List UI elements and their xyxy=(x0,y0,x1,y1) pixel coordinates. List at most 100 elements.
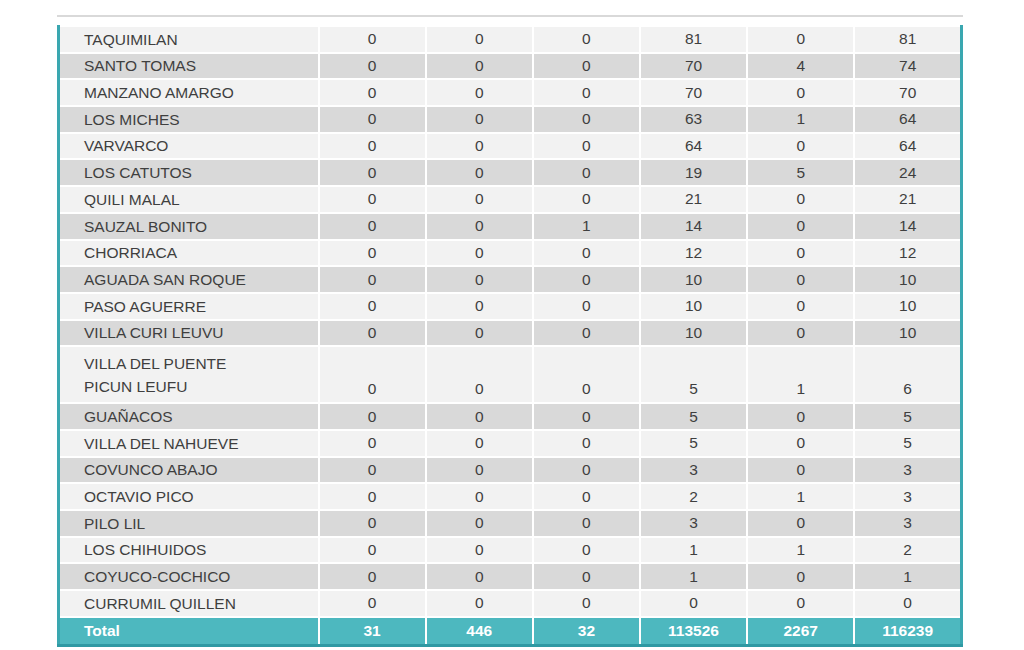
value-cell: 10 xyxy=(640,266,747,293)
value-cell: 0 xyxy=(747,26,854,53)
value-cell: 0 xyxy=(426,510,533,537)
value-cell: 10 xyxy=(854,320,961,347)
locality-name-cell: MANZANO AMARGO xyxy=(59,79,319,106)
value-cell: 0 xyxy=(319,346,426,403)
total-value-cell: 116239 xyxy=(854,617,961,646)
value-cell: 0 xyxy=(747,133,854,160)
table-row: MANZANO AMARGO00070070 xyxy=(59,79,962,106)
locality-name-cell: CURRUMIL QUILLEN xyxy=(59,590,319,617)
locality-name-cell: AGUADA SAN ROQUE xyxy=(59,266,319,293)
value-cell: 0 xyxy=(319,53,426,80)
table-row: GUAÑACOS000505 xyxy=(59,403,962,430)
locality-name-cell: GUAÑACOS xyxy=(59,403,319,430)
total-label-cell: Total xyxy=(59,617,319,646)
total-value-cell: 2267 xyxy=(747,617,854,646)
locality-name-cell: SAUZAL BONITO xyxy=(59,213,319,240)
value-cell: 12 xyxy=(854,240,961,267)
value-cell: 0 xyxy=(426,53,533,80)
previous-row-divider xyxy=(57,15,963,17)
table-row: CURRUMIL QUILLEN000000 xyxy=(59,590,962,617)
table-row: TAQUIMILAN00081081 xyxy=(59,26,962,53)
total-value-cell: 31 xyxy=(319,617,426,646)
table-row: COYUCO-COCHICO000101 xyxy=(59,563,962,590)
total-row: Total31446321135262267116239 xyxy=(59,617,962,646)
table-row: VILLA DEL PUENTE PICUN LEUFU000516 xyxy=(59,346,962,403)
value-cell: 0 xyxy=(426,159,533,186)
value-cell: 5 xyxy=(747,159,854,186)
value-cell: 14 xyxy=(854,213,961,240)
value-cell: 0 xyxy=(426,293,533,320)
value-cell: 3 xyxy=(854,457,961,484)
value-cell: 10 xyxy=(640,320,747,347)
value-cell: 5 xyxy=(640,430,747,457)
value-cell: 0 xyxy=(426,320,533,347)
value-cell: 1 xyxy=(533,213,640,240)
value-cell: 1 xyxy=(854,563,961,590)
value-cell: 0 xyxy=(747,563,854,590)
table-row: AGUADA SAN ROQUE00010010 xyxy=(59,266,962,293)
value-cell: 0 xyxy=(319,213,426,240)
value-cell: 1 xyxy=(640,537,747,564)
total-value-cell: 32 xyxy=(533,617,640,646)
value-cell: 0 xyxy=(319,483,426,510)
value-cell: 0 xyxy=(533,346,640,403)
locality-name-cell: LOS MICHES xyxy=(59,106,319,133)
value-cell: 0 xyxy=(426,483,533,510)
value-cell: 0 xyxy=(426,186,533,213)
value-cell: 0 xyxy=(747,510,854,537)
value-cell: 0 xyxy=(747,79,854,106)
table-row: LOS CHIHUIDOS000112 xyxy=(59,537,962,564)
value-cell: 70 xyxy=(854,79,961,106)
value-cell: 0 xyxy=(319,590,426,617)
value-cell: 4 xyxy=(747,53,854,80)
value-cell: 0 xyxy=(426,79,533,106)
value-cell: 64 xyxy=(854,133,961,160)
value-cell: 64 xyxy=(854,106,961,133)
value-cell: 2 xyxy=(854,537,961,564)
value-cell: 6 xyxy=(854,346,961,403)
value-cell: 1 xyxy=(747,106,854,133)
value-cell: 12 xyxy=(640,240,747,267)
value-cell: 0 xyxy=(533,320,640,347)
table-row: LOS MICHES00063164 xyxy=(59,106,962,133)
value-cell: 81 xyxy=(854,26,961,53)
value-cell: 0 xyxy=(747,186,854,213)
locality-data-table: TAQUIMILAN00081081SANTO TOMAS00070474MAN… xyxy=(57,25,963,647)
value-cell: 0 xyxy=(533,537,640,564)
value-cell: 70 xyxy=(640,79,747,106)
value-cell: 0 xyxy=(747,590,854,617)
value-cell: 0 xyxy=(533,403,640,430)
value-cell: 0 xyxy=(319,240,426,267)
locality-name-cell: VILLA DEL NAHUEVE xyxy=(59,430,319,457)
value-cell: 0 xyxy=(747,430,854,457)
table-row: SAUZAL BONITO00114014 xyxy=(59,213,962,240)
locality-name-cell: LOS CATUTOS xyxy=(59,159,319,186)
value-cell: 0 xyxy=(426,26,533,53)
value-cell: 0 xyxy=(533,159,640,186)
value-cell: 0 xyxy=(319,430,426,457)
value-cell: 1 xyxy=(747,537,854,564)
value-cell: 21 xyxy=(854,186,961,213)
locality-name-cell: VARVARCO xyxy=(59,133,319,160)
value-cell: 0 xyxy=(533,510,640,537)
value-cell: 0 xyxy=(426,590,533,617)
value-cell: 0 xyxy=(319,293,426,320)
value-cell: 0 xyxy=(533,293,640,320)
value-cell: 0 xyxy=(426,457,533,484)
value-cell: 0 xyxy=(747,213,854,240)
value-cell: 0 xyxy=(747,320,854,347)
value-cell: 0 xyxy=(426,266,533,293)
value-cell: 0 xyxy=(640,590,747,617)
value-cell: 0 xyxy=(533,240,640,267)
value-cell: 10 xyxy=(854,266,961,293)
value-cell: 0 xyxy=(533,26,640,53)
value-cell: 0 xyxy=(426,213,533,240)
value-cell: 0 xyxy=(426,240,533,267)
value-cell: 5 xyxy=(640,403,747,430)
value-cell: 5 xyxy=(854,430,961,457)
value-cell: 0 xyxy=(426,563,533,590)
table-row: PILO LIL000303 xyxy=(59,510,962,537)
value-cell: 64 xyxy=(640,133,747,160)
value-cell: 0 xyxy=(319,266,426,293)
value-cell: 5 xyxy=(640,346,747,403)
